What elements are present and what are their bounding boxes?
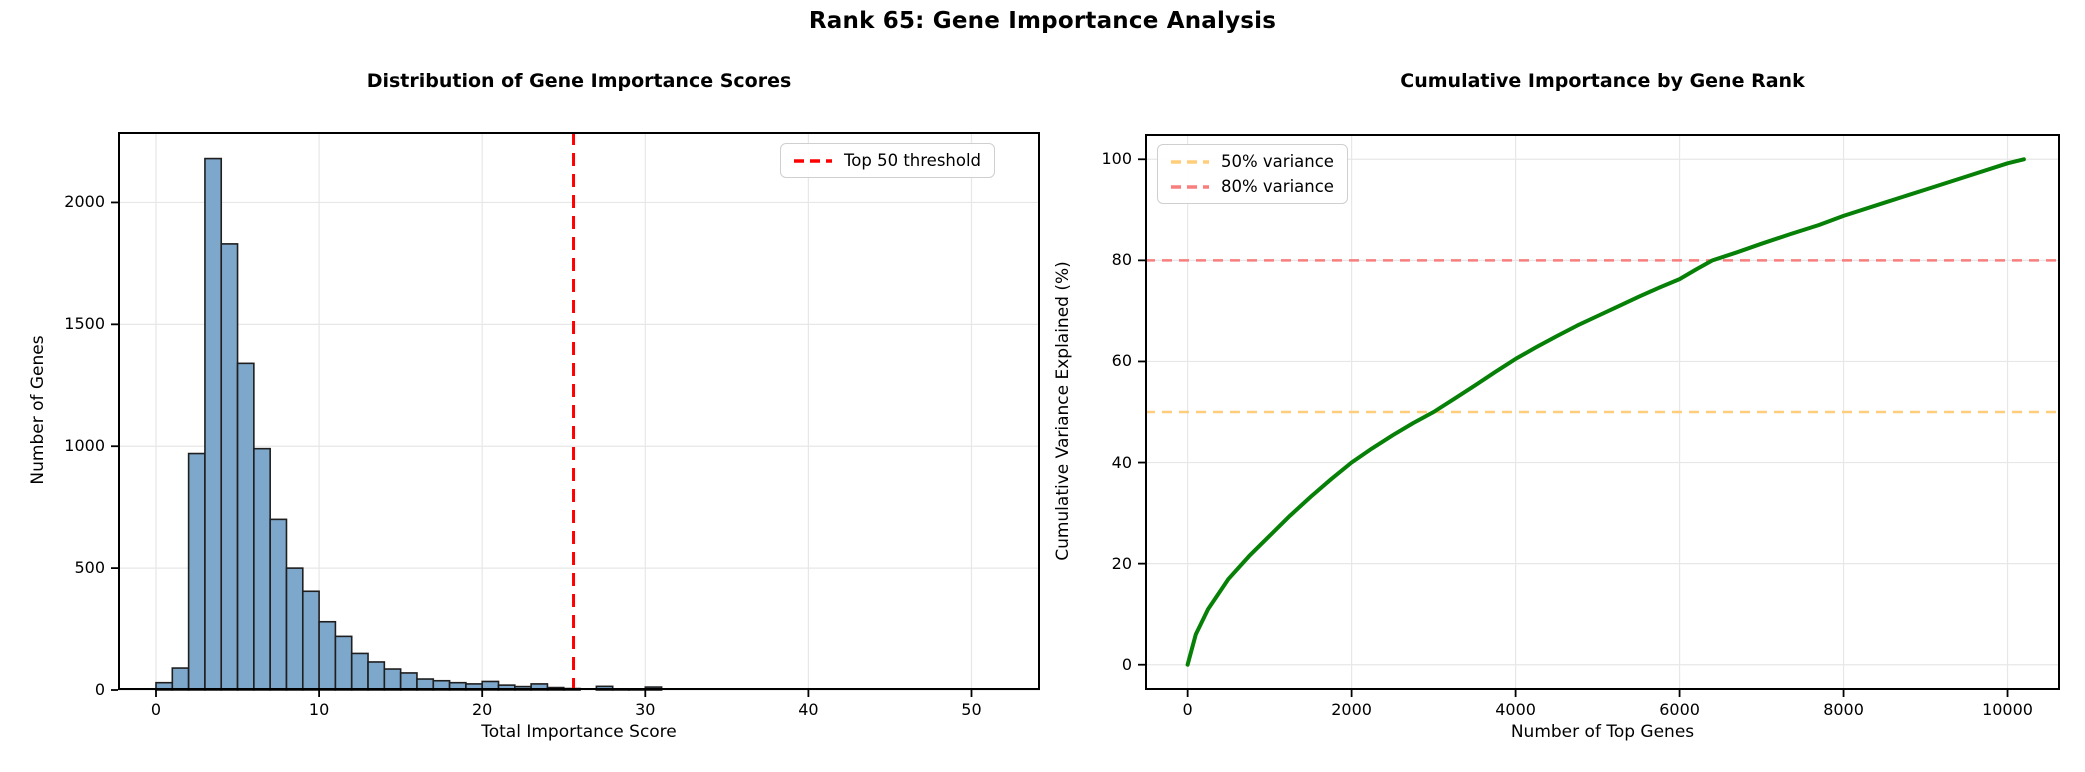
y-tick-label: 1000: [64, 436, 105, 456]
y-tick-label: 80: [1111, 250, 1132, 270]
figure-title: Rank 65: Gene Importance Analysis: [808, 8, 1277, 34]
x-tick-label: 0: [150, 700, 162, 719]
y-tick-label: 0: [1121, 654, 1132, 674]
cumulative-title: Cumulative Importance by Gene Rank: [1400, 70, 1805, 92]
y-tick-label: 500: [74, 558, 105, 578]
cumulative-plot-area: [1138, 134, 2060, 697]
x-tick-label: 0: [1182, 700, 1193, 719]
legend-item-label: 50% variance: [1221, 152, 1334, 171]
y-tick-label: 100: [1101, 149, 1132, 169]
legend-item: 80% variance: [1171, 177, 1334, 196]
y-tick-label: 60: [1111, 351, 1132, 371]
x-tick-label: 20: [472, 700, 493, 719]
histogram-plot-area: [111, 132, 1040, 697]
y-tick-label: 2000: [64, 192, 105, 212]
x-tick-label: 2000: [1331, 700, 1372, 719]
histogram-y-axis-label: Number of Genes: [28, 335, 48, 485]
cumulative-x-axis-label: Number of Top Genes: [1510, 722, 1695, 742]
y-tick-label: 0: [94, 680, 105, 699]
histogram-x-axis-label: Total Importance Score: [481, 722, 677, 742]
x-tick-label: 10000: [1982, 700, 2033, 719]
x-tick-label: 6000: [1659, 700, 1700, 719]
x-tick-label: 4000: [1495, 700, 1536, 719]
x-tick-label: 40: [798, 700, 819, 719]
legend-dash-icon: [1171, 159, 1209, 164]
x-tick-label: 30: [635, 700, 656, 719]
legend-item-label: Top 50 threshold: [844, 151, 982, 170]
x-tick-label: 8000: [1823, 700, 1864, 719]
legend-item-label: 80% variance: [1221, 177, 1334, 196]
cumulative-y-axis-label: Cumulative Variance Explained (%): [1053, 261, 1073, 561]
legend-dash-icon: [1171, 184, 1209, 189]
x-tick-label: 10: [308, 700, 330, 719]
x-tick-label: 50: [961, 700, 982, 719]
legend-dash-icon: [794, 158, 832, 163]
y-tick-label: 20: [1111, 553, 1132, 573]
histogram-legend: Top 50 threshold: [780, 143, 996, 178]
histogram-title: Distribution of Gene Importance Scores: [366, 70, 792, 92]
y-tick-label: 40: [1111, 452, 1132, 472]
legend-item: Top 50 threshold: [794, 151, 981, 170]
cumulative-legend: 50% variance 80% variance: [1157, 144, 1348, 204]
y-tick-label: 1500: [64, 314, 105, 334]
legend-item: 50% variance: [1171, 152, 1334, 171]
